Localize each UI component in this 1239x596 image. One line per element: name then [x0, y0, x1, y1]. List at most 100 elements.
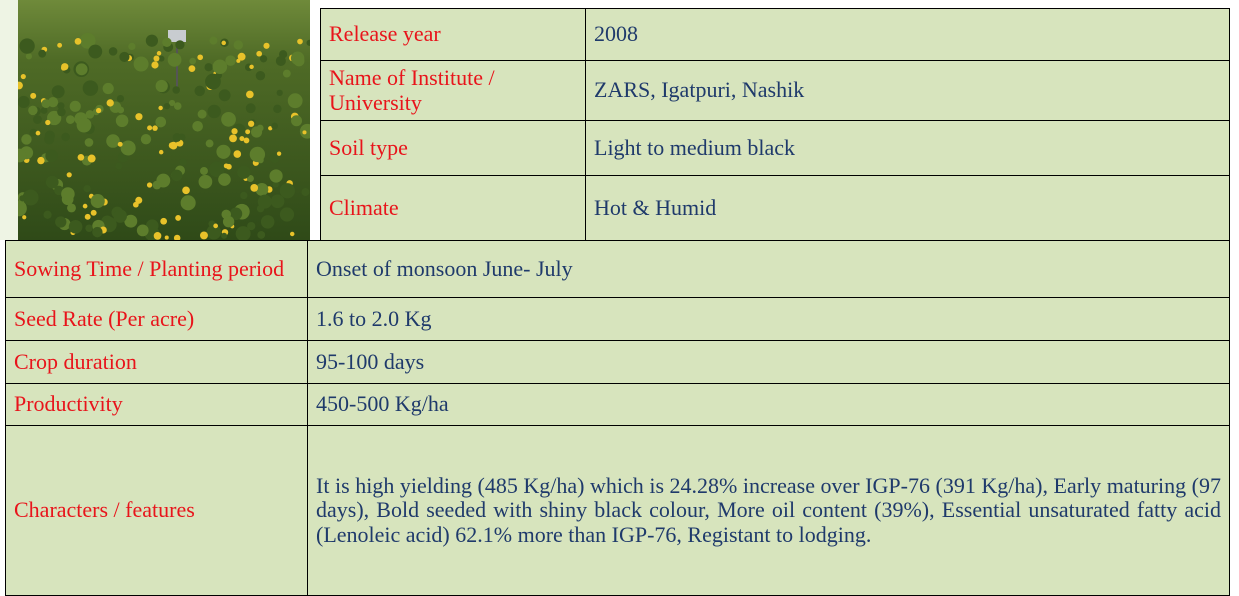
- label-cell: Soil type: [320, 120, 586, 176]
- leaf: [45, 149, 58, 163]
- flower: [37, 156, 45, 165]
- leaf: [133, 56, 149, 72]
- flower: [18, 81, 23, 90]
- leaf: [28, 105, 38, 116]
- leaf: [173, 102, 182, 110]
- flower: [248, 120, 255, 127]
- value-cell: Onset of monsoon June- July: [307, 240, 1230, 298]
- flower: [239, 136, 245, 142]
- label-cell: Release year: [320, 8, 586, 61]
- leaf: [54, 185, 64, 196]
- flower: [246, 90, 254, 99]
- flower: [182, 186, 190, 195]
- flower: [276, 151, 282, 156]
- flower: [221, 40, 226, 46]
- leaf: [69, 100, 81, 112]
- leaf: [41, 99, 51, 109]
- flower: [250, 184, 259, 192]
- leaf: [301, 188, 310, 197]
- leaf: [167, 52, 182, 67]
- flower: [237, 52, 246, 61]
- leaf: [279, 183, 295, 199]
- leaf: [221, 232, 228, 239]
- flower: [173, 234, 181, 240]
- leaf: [67, 203, 76, 213]
- leaf: [106, 134, 120, 148]
- leaf: [172, 133, 182, 142]
- leaf: [85, 224, 93, 232]
- leaf: [92, 226, 103, 238]
- leaf: [128, 42, 136, 51]
- leaf: [205, 73, 221, 90]
- leaf: [276, 89, 283, 97]
- leaf: [194, 85, 205, 97]
- leaf: [275, 55, 286, 66]
- value-cell: Light to medium black: [585, 120, 1230, 176]
- flower: [233, 150, 242, 158]
- leaf: [124, 214, 138, 228]
- flower: [197, 54, 204, 61]
- leaf: [222, 216, 235, 228]
- flower: [169, 141, 178, 150]
- row: Sowing Time / Planting period Onset of mo…: [5, 240, 1230, 298]
- flower: [77, 153, 85, 161]
- flower: [132, 201, 139, 208]
- flower: [164, 235, 169, 240]
- flower: [213, 223, 219, 229]
- leaf: [113, 209, 127, 223]
- leaf: [247, 221, 256, 231]
- leaf: [116, 94, 125, 103]
- flower: [84, 213, 91, 220]
- flower: [297, 38, 303, 45]
- leaf: [291, 115, 303, 127]
- flower: [153, 232, 162, 240]
- leaf: [257, 231, 266, 239]
- row: Productivity 450-500 Kg/ha: [5, 383, 1230, 426]
- flower: [135, 113, 143, 121]
- leaf: [282, 69, 291, 78]
- leaf: [84, 138, 94, 147]
- flower: [90, 209, 97, 216]
- label-cell: Seed Rate (Per acre): [5, 297, 308, 341]
- flower: [57, 42, 63, 48]
- leaf: [207, 104, 221, 119]
- leaf: [65, 115, 75, 124]
- row: Climate Hot & Humid: [320, 175, 1230, 241]
- leaf: [197, 109, 207, 119]
- flower: [229, 134, 237, 143]
- sign: [168, 30, 186, 42]
- leaf: [306, 39, 310, 46]
- row: Crop duration 95-100 days: [5, 340, 1230, 384]
- leaf: [200, 167, 208, 175]
- leaf: [259, 55, 268, 63]
- leaf: [18, 148, 27, 163]
- leaf: [179, 158, 187, 166]
- leaf: [229, 207, 243, 221]
- leaf: [102, 82, 114, 95]
- flower: [60, 65, 67, 71]
- top-table: Release year 2008 Name of Institute / Univ…: [320, 8, 1230, 241]
- flower: [135, 196, 143, 204]
- leaf: [270, 194, 285, 209]
- leaf: [145, 34, 158, 47]
- leaf: [57, 107, 66, 117]
- leaf: [55, 216, 67, 228]
- flower: [153, 55, 160, 62]
- flower: [147, 125, 153, 131]
- leaf: [245, 103, 256, 114]
- flower: [151, 61, 159, 69]
- leaf: [175, 40, 185, 50]
- leaf: [19, 195, 26, 202]
- flower: [117, 141, 123, 147]
- leaf: [212, 59, 228, 75]
- leaf: [218, 173, 231, 186]
- flower: [30, 92, 37, 99]
- leaf: [170, 169, 183, 182]
- leaf: [19, 38, 35, 54]
- flower: [175, 214, 182, 221]
- leaf: [209, 36, 218, 45]
- flower: [66, 172, 72, 178]
- leaf: [271, 122, 278, 130]
- value-cell: 450-500 Kg/ha: [307, 383, 1230, 426]
